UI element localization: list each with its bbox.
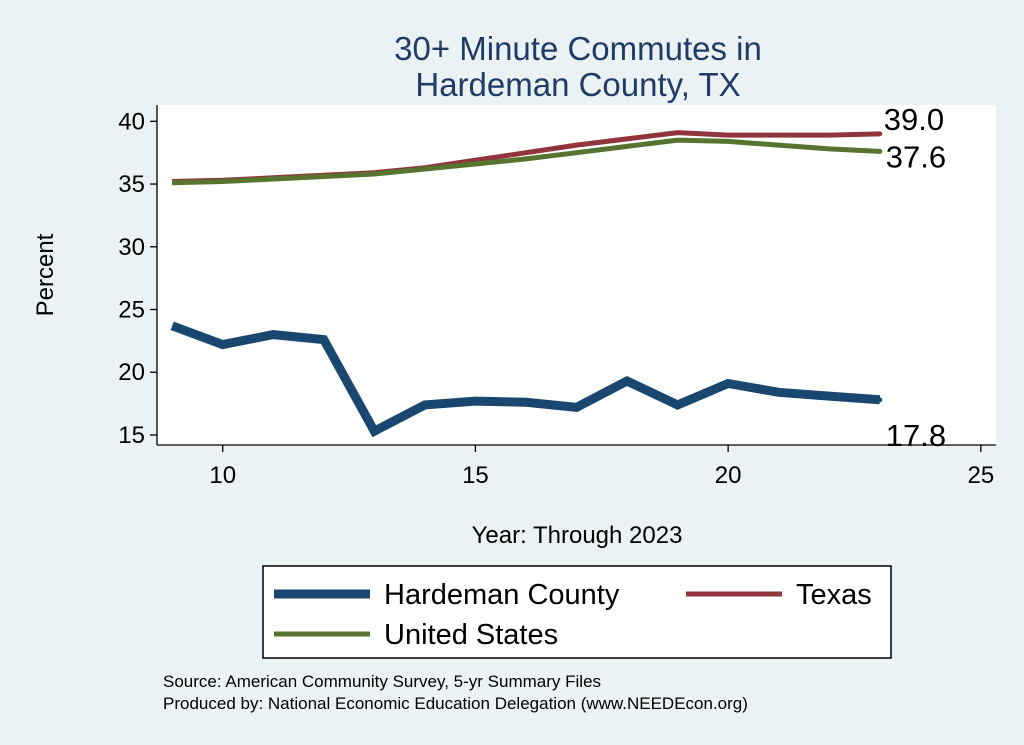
x-axis-title: Year: Through 2023 xyxy=(472,522,683,549)
produced-by-note: Produced by: National Economic Education… xyxy=(163,694,748,713)
x-tick-label: 15 xyxy=(462,462,489,489)
series-line-hardeman-county xyxy=(170,321,881,438)
y-tick-label: 15 xyxy=(118,422,145,449)
y-tick-label: 40 xyxy=(118,108,145,135)
chart-title-line-2: Hardeman County, TX xyxy=(415,66,740,103)
x-tick-label: 25 xyxy=(967,462,994,489)
series-line-united-states xyxy=(172,137,880,186)
x-tick-label: 10 xyxy=(209,462,236,489)
y-tick-label: 20 xyxy=(118,359,145,386)
series-lines xyxy=(170,130,881,438)
y-axis-title: Percent xyxy=(32,233,59,316)
end-value-label: 37.6 xyxy=(886,139,946,174)
end-value-label: 17.8 xyxy=(886,418,946,453)
y-tick-label: 35 xyxy=(118,171,145,198)
plot-area xyxy=(157,105,996,445)
legend-box xyxy=(262,565,892,659)
axes: 15 20 25 30 35 40 10 15 20 25 xyxy=(118,105,996,489)
legend-label: United States xyxy=(384,619,558,651)
grid-lines xyxy=(157,120,996,436)
x-tick-label: 20 xyxy=(715,462,742,489)
end-value-label: 39.0 xyxy=(884,102,944,137)
chart-title-line-1: 30+ Minute Commutes in xyxy=(394,30,762,67)
end-point xyxy=(877,131,883,137)
legend-label: Texas xyxy=(796,579,872,611)
legend: Hardeman County Texas United States xyxy=(274,579,872,651)
end-point xyxy=(877,148,883,154)
source-note: Source: American Community Survey, 5-yr … xyxy=(163,672,601,691)
legend-label: Hardeman County xyxy=(384,579,620,611)
end-point xyxy=(877,397,883,403)
y-tick-label: 25 xyxy=(118,297,145,324)
y-tick-label: 30 xyxy=(118,234,145,261)
end-labels: 17.8 39.037.6 xyxy=(877,102,946,453)
